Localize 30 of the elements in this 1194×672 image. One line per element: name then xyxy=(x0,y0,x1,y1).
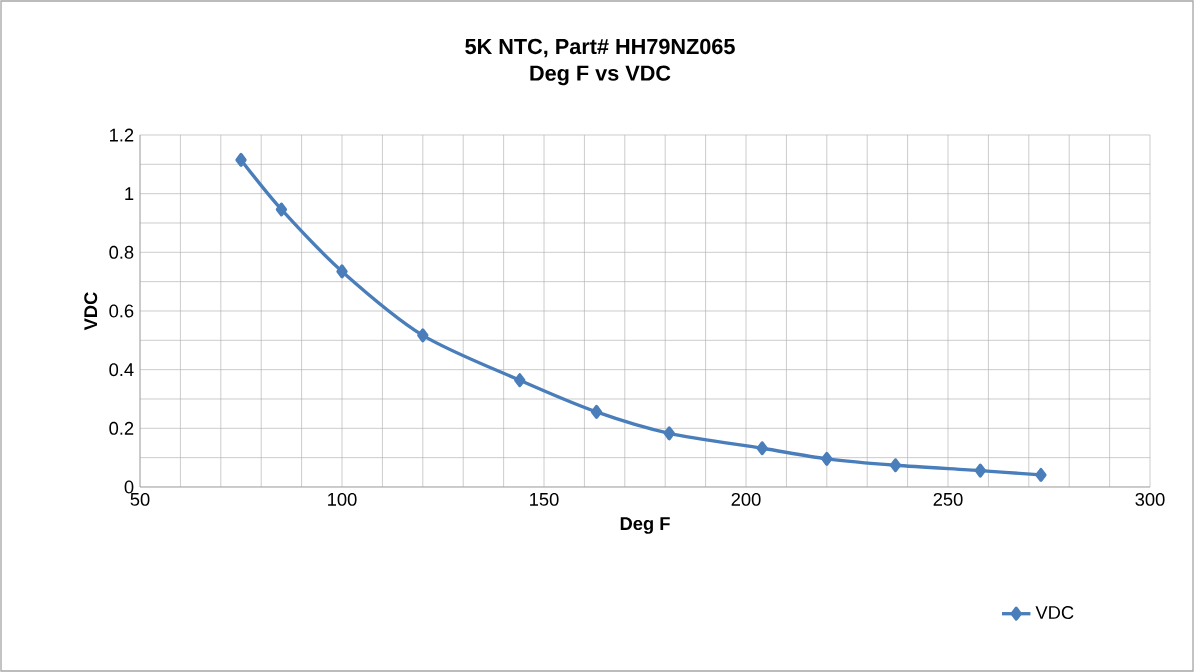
x-tick-label: 100 xyxy=(328,492,357,506)
x-axis-title: Deg F xyxy=(620,517,670,534)
x-tick-label: 300 xyxy=(1135,492,1165,506)
chart-title: 5K NTC, Part# HH79NZ065 xyxy=(465,38,735,58)
y-tick-label: 1 xyxy=(125,187,134,200)
y-tick-label: 0 xyxy=(124,480,134,494)
y-tick-label: 1.2 xyxy=(110,128,134,142)
x-tick-label: 50 xyxy=(130,492,150,506)
point xyxy=(514,373,526,388)
y-tick-label: 0.6 xyxy=(109,304,134,318)
y-tick-label: 0.2 xyxy=(109,421,134,435)
x-tick-label: 250 xyxy=(933,492,963,506)
y-tick-label: 0.4 xyxy=(109,363,134,377)
point xyxy=(235,152,247,167)
point xyxy=(821,451,833,466)
point xyxy=(974,463,986,478)
legend-label: VDC xyxy=(1035,606,1074,620)
y-axis-title: VDC xyxy=(84,292,98,331)
point xyxy=(590,404,603,419)
y-tick-label: 0.8 xyxy=(109,245,134,259)
point xyxy=(336,264,348,279)
point xyxy=(417,328,429,343)
point xyxy=(663,426,675,441)
chart-subtitle: Deg F vs VDC xyxy=(530,65,671,86)
point xyxy=(1035,467,1047,482)
x-tick-label: 150 xyxy=(530,492,559,506)
x-tick-label: 200 xyxy=(731,492,761,506)
point xyxy=(275,202,288,217)
point xyxy=(756,441,768,456)
point xyxy=(889,458,902,473)
